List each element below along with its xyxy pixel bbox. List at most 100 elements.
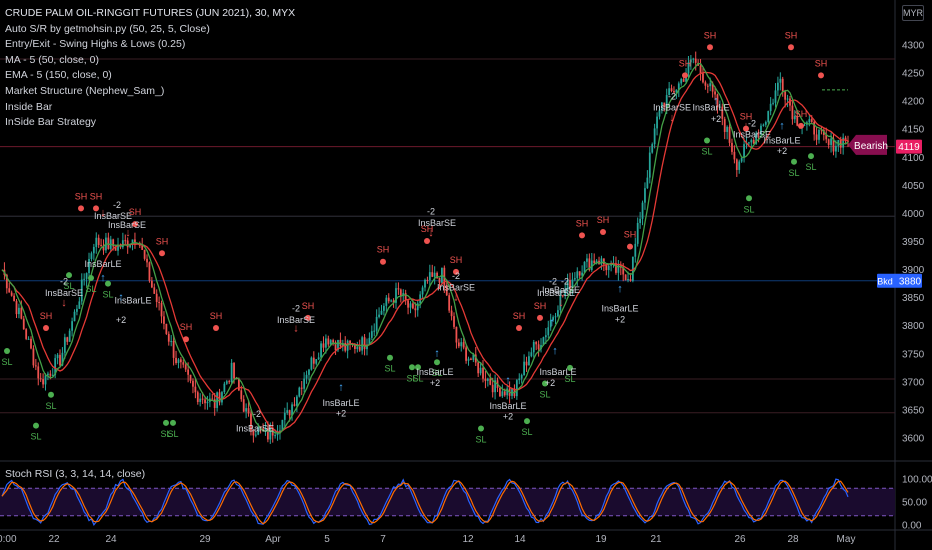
swing-high-dot (798, 122, 804, 129)
candle-body (808, 119, 811, 123)
candle-body (762, 124, 765, 126)
buy-arrow-icon: ↑ (549, 317, 555, 329)
sell-arrow-icon: ↓ (428, 227, 434, 239)
candle-body (141, 245, 144, 250)
candle-body (308, 369, 310, 375)
candle-body (832, 138, 835, 152)
indicator-inside-bar[interactable]: Inside Bar (5, 100, 53, 113)
candle-body (102, 245, 105, 251)
bearish-tag-label: Bearish (854, 141, 888, 152)
candle-body (414, 308, 417, 311)
candle-body (293, 404, 296, 406)
candle-body (714, 91, 716, 95)
indicator-ma[interactable]: MA - 5 (50, close, 0) (5, 53, 99, 66)
candle-body (211, 398, 214, 400)
swing-high-label: SH (679, 58, 692, 68)
candle-body (322, 343, 325, 348)
candle-body (281, 419, 284, 431)
buy-arrow-icon: ↑ (100, 272, 106, 284)
candle-body (172, 340, 175, 358)
swing-high-dot (93, 205, 99, 212)
candle-body (629, 279, 632, 281)
candle-body (484, 378, 487, 381)
candle-body (835, 145, 837, 152)
candle-body (593, 260, 596, 264)
candle-body (470, 358, 472, 360)
swing-low-label: SL (406, 373, 417, 383)
swing-low-label: SL (805, 162, 816, 172)
candle-body (279, 430, 281, 432)
swing-low-label: SL (1, 357, 12, 367)
candle-body (419, 294, 422, 304)
currency-badge[interactable]: MYR (902, 5, 924, 21)
candle-body (51, 374, 54, 376)
candle-body (373, 330, 376, 332)
candle-body (150, 280, 153, 288)
x-tick-label: 00:00 (0, 534, 17, 545)
symbol-title[interactable]: CRUDE PALM OIL-RINGGIT FUTURES (JUN 2021… (5, 7, 296, 19)
candle-body (368, 337, 371, 345)
candle-body (54, 358, 57, 375)
candle-body (320, 343, 322, 358)
indicator-ema[interactable]: EMA - 5 (150, close, 0) (5, 69, 112, 82)
candle-body (63, 337, 66, 353)
strategy-label: +2 (615, 314, 625, 324)
candle-body (167, 333, 170, 342)
x-tick-label: 7 (380, 534, 386, 545)
swing-high-label: SH (129, 207, 142, 217)
candle-body (627, 279, 629, 281)
y-tick-label: 4150 (902, 125, 925, 136)
strategy-label: InsBarSE (277, 315, 315, 325)
candle-body (305, 374, 308, 379)
strategy-label: InsBarSE (653, 103, 691, 113)
candle-body (298, 387, 301, 397)
candle-body (303, 378, 306, 389)
swing-low-dot (105, 280, 111, 287)
swing-high-label: SH (40, 311, 53, 321)
candle-body (247, 408, 250, 414)
indicator-market-structure[interactable]: Market Structure (Nephew_Sam_) (5, 84, 165, 97)
candle-body (467, 358, 470, 361)
candle-body (192, 380, 194, 387)
candle-body (288, 410, 291, 416)
swing-low-label: SL (475, 434, 486, 444)
candle-body (20, 307, 23, 319)
candle-body (844, 137, 847, 141)
strategy-label: -2 (427, 207, 435, 217)
candle-body (175, 357, 177, 364)
candle-body (257, 427, 260, 435)
candle-body (793, 116, 796, 120)
candle-body (327, 338, 330, 345)
strategy-label: -2 (60, 277, 68, 287)
candle-body (184, 364, 187, 370)
candle-body (455, 326, 458, 343)
swing-high-dot (818, 72, 824, 79)
candle-body (506, 388, 509, 396)
swing-high-label: SH (180, 322, 193, 332)
candle-body (559, 295, 562, 311)
candle-body (182, 362, 185, 365)
oscillator-title[interactable]: Stoch RSI (3, 3, 14, 14, close) (5, 468, 146, 480)
strategy-label: InsBarSE (437, 282, 475, 292)
y-tick-label: 3600 (902, 434, 925, 445)
candle-body (242, 399, 245, 412)
candle-body (22, 318, 25, 330)
candle-body (218, 392, 221, 403)
swing-low-label: SL (30, 432, 41, 442)
indicator-inside-bar-strategy[interactable]: InSide Bar Strategy (5, 116, 97, 129)
swing-high-label: SH (534, 301, 547, 311)
candle-body (578, 271, 581, 276)
swing-low-label: SL (45, 401, 56, 411)
indicator-entry-exit[interactable]: Entry/Exit - Swing Highs & Lows (0.25) (5, 38, 186, 51)
candle-body (194, 386, 197, 393)
candle-body (80, 279, 83, 302)
candle-body (158, 301, 161, 303)
strategy-label: InsBarSE (94, 211, 132, 221)
candle-body (92, 246, 95, 254)
swing-high-dot (305, 314, 311, 321)
swing-low-dot (567, 364, 573, 371)
indicator-auto-sr[interactable]: Auto S/R by getmohsin.py (50, 25, 5, Clo… (5, 22, 210, 35)
sell-arrow-icon: ↓ (453, 291, 459, 303)
breakout-price-label: 3880 (899, 276, 922, 287)
